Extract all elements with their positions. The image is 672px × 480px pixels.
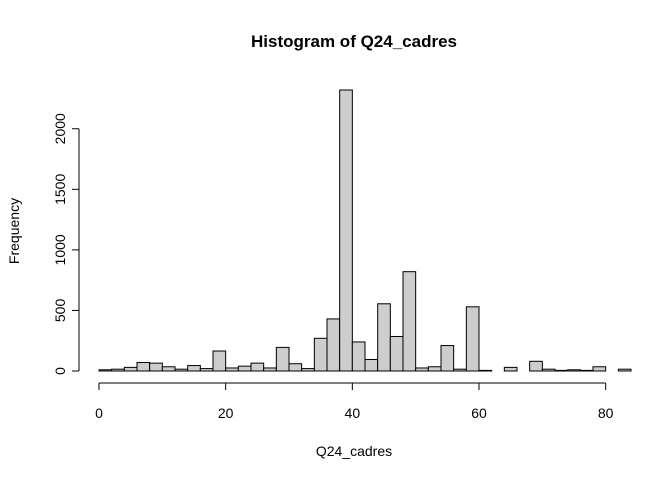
histogram-bar [415,367,429,372]
histogram-bar [212,350,227,372]
x-tick-label: 0 [95,405,103,421]
x-tick-label: 80 [598,405,614,421]
histogram-bar [225,367,239,372]
histogram-bar [351,341,366,372]
histogram-bar [326,318,341,372]
histogram-bar [567,369,581,372]
histogram-bar [149,362,163,372]
histogram-bar [402,271,417,372]
histogram-bar [389,335,404,372]
histogram-bar [554,369,569,372]
x-tick-label: 40 [345,405,361,421]
histogram-bar [440,345,455,372]
bars-group [98,89,632,372]
histogram-bar [339,89,353,372]
histogram-bar [427,366,442,372]
y-tick-label: 500 [52,299,68,323]
histogram-bar [377,303,391,372]
histogram-bar [187,365,201,372]
x-axis-label: Q24_cadres [316,443,392,459]
histogram-bar [98,369,113,372]
histogram-bar [529,360,543,372]
histogram-bar [250,362,265,372]
y-tick-label: 1000 [52,234,68,265]
chart-title: Histogram of Q24_cadres [251,32,457,51]
x-axis: 0 20 40 60 80 [95,382,614,421]
histogram-bar [111,368,125,372]
histogram-bar [288,363,303,372]
x-tick-label: 20 [218,405,234,421]
histogram-bar [313,337,328,372]
y-axis-label: Frequency [6,198,22,264]
y-tick-label: 2000 [52,113,68,144]
histogram-bar [453,368,467,372]
histogram-bar [617,368,632,372]
histogram-bar [503,366,518,372]
histogram-bar [263,367,277,372]
histogram-bar [174,368,189,372]
y-axis: 0 500 1000 1500 2000 [52,113,80,375]
y-tick-label: 1500 [52,174,68,205]
histogram-bar [465,306,480,372]
histogram-bar [301,368,315,372]
histogram-bar [275,346,290,372]
histogram-bar [541,368,556,372]
histogram-bar [364,358,379,372]
histogram-bar [237,365,252,372]
histogram-bar [161,366,176,372]
y-tick-label: 0 [52,367,68,375]
histogram-bar [478,369,493,372]
histogram-bar [123,366,138,372]
x-tick-label: 60 [471,405,487,421]
histogram-bar [136,362,151,372]
histogram-bar [579,369,594,372]
histogram-bar [199,368,214,372]
histogram-bar [592,366,607,372]
